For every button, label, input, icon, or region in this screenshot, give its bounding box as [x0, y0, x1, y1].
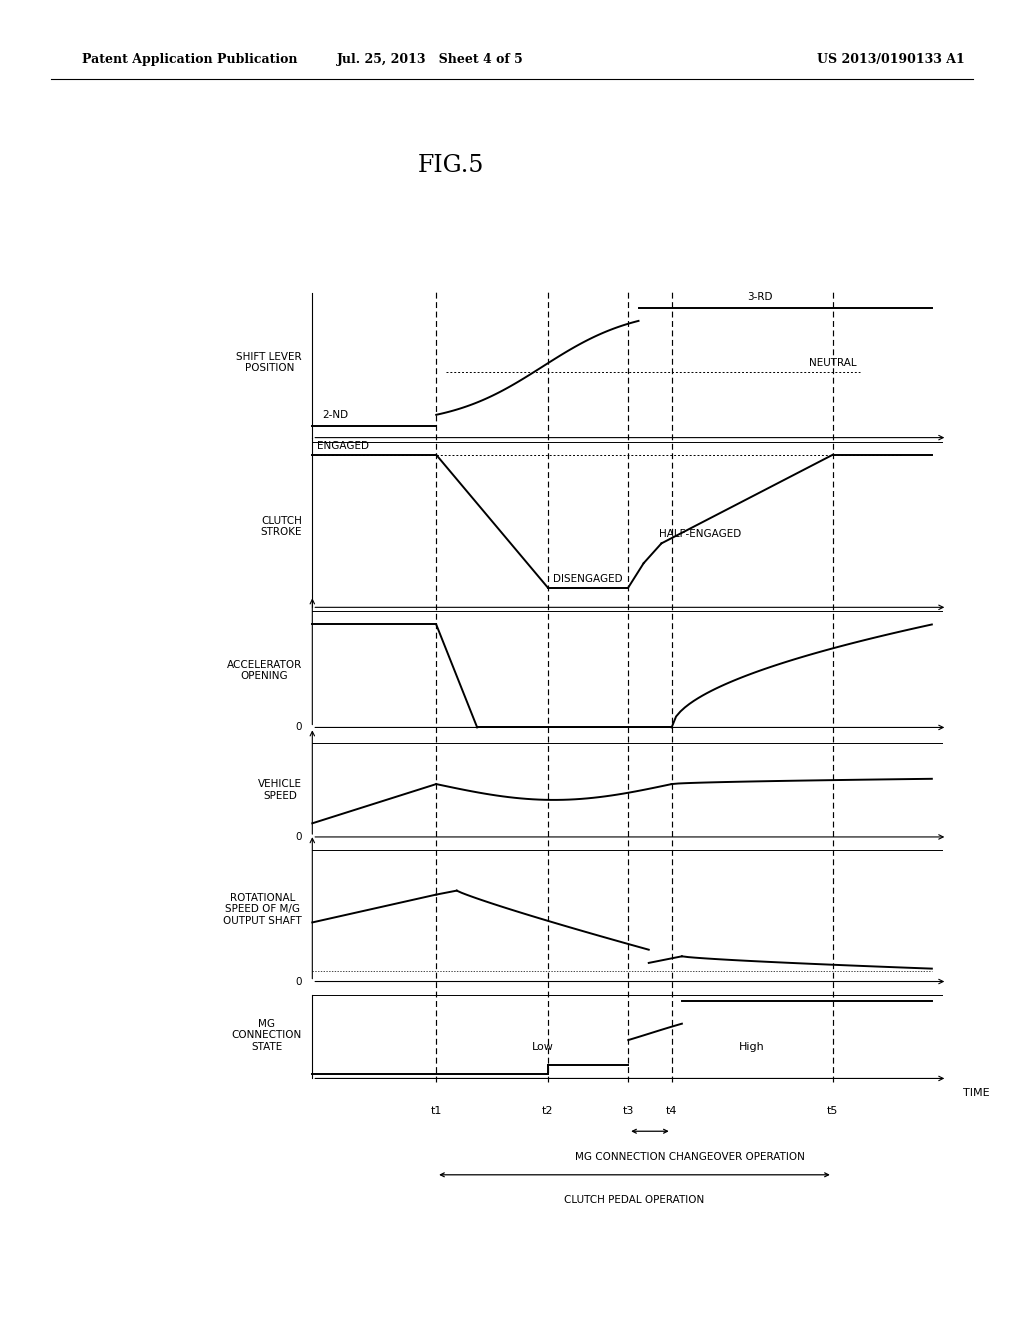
Text: VEHICLE
SPEED: VEHICLE SPEED	[258, 779, 302, 801]
Text: CLUTCH PEDAL OPERATION: CLUTCH PEDAL OPERATION	[564, 1195, 705, 1205]
Text: t3: t3	[623, 1106, 634, 1117]
Text: TIME: TIME	[963, 1088, 989, 1098]
Text: MG
CONNECTION
STATE: MG CONNECTION STATE	[231, 1019, 302, 1052]
Text: MG CONNECTION CHANGEOVER OPERATION: MG CONNECTION CHANGEOVER OPERATION	[575, 1152, 805, 1163]
Text: FIG.5: FIG.5	[418, 153, 483, 177]
Text: US 2013/0190133 A1: US 2013/0190133 A1	[817, 53, 965, 66]
Text: 2-ND: 2-ND	[323, 411, 349, 421]
Text: t5: t5	[827, 1106, 839, 1117]
Text: DISENGAGED: DISENGAGED	[553, 574, 623, 583]
Text: t1: t1	[430, 1106, 442, 1117]
Text: High: High	[739, 1041, 765, 1052]
Text: Patent Application Publication: Patent Application Publication	[82, 53, 297, 66]
Text: 0: 0	[296, 722, 302, 733]
Text: Jul. 25, 2013   Sheet 4 of 5: Jul. 25, 2013 Sheet 4 of 5	[337, 53, 523, 66]
Text: t4: t4	[666, 1106, 678, 1117]
Text: 3-RD: 3-RD	[748, 292, 773, 302]
Text: 0: 0	[296, 977, 302, 986]
Text: CLUTCH
STROKE: CLUTCH STROKE	[260, 516, 302, 537]
Text: ROTATIONAL
SPEED OF M/G
OUTPUT SHAFT: ROTATIONAL SPEED OF M/G OUTPUT SHAFT	[223, 892, 302, 925]
Text: HALF-ENGAGED: HALF-ENGAGED	[659, 529, 741, 540]
Text: ACCELERATOR
OPENING: ACCELERATOR OPENING	[227, 660, 302, 681]
Text: Low: Low	[531, 1041, 553, 1052]
Text: ENGAGED: ENGAGED	[317, 441, 370, 451]
Text: 0: 0	[296, 832, 302, 842]
Text: SHIFT LEVER
POSITION: SHIFT LEVER POSITION	[237, 352, 302, 374]
Text: t2: t2	[542, 1106, 554, 1117]
Text: NEUTRAL: NEUTRAL	[809, 358, 857, 368]
